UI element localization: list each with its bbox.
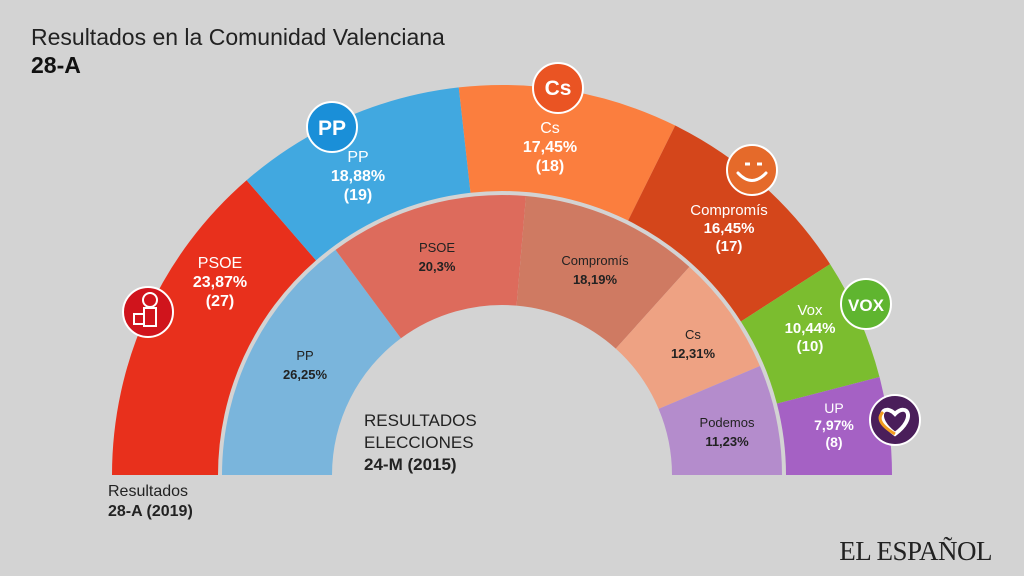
inner-percent-cs: 12,31% (671, 346, 716, 361)
inner-legend-line1: RESULTADOS (364, 411, 477, 430)
inner-label-pp: PP (296, 348, 313, 363)
outer-label-compromis: Compromís (690, 202, 768, 219)
chart-title: Resultados en la Comunidad Valenciana (31, 24, 445, 50)
outer-percent-compromis: 16,45% (704, 220, 755, 237)
inner-label-compromis: Compromís (561, 253, 629, 268)
inner-label-podemos: Podemos (700, 415, 755, 430)
outer-seats-up: (8) (825, 434, 842, 450)
outer-seats-cs: (18) (536, 158, 564, 175)
inner-percent-podemos: 11,23% (705, 434, 749, 449)
outer-segment-up (776, 377, 892, 475)
inner-label-psoe: PSOE (419, 240, 455, 255)
outer-label-psoe: PSOE (198, 255, 242, 272)
inner-percent-compromis: 18,19% (573, 272, 618, 287)
outer-percent-up: 7,97% (814, 417, 854, 433)
inner-label-cs: Cs (685, 327, 701, 342)
outer-percent-cs: 17,45% (523, 139, 577, 156)
outer-label-vox: Vox (797, 302, 823, 319)
psoe-logo-icon (122, 286, 174, 338)
inner-legend-line3: 24-M (2015) (364, 455, 457, 474)
up-logo-icon (869, 394, 921, 446)
inner-segment-podemos (658, 366, 782, 475)
outer-segment-compromis (628, 125, 831, 322)
outer-legend-line1: Resultados (108, 483, 189, 500)
outer-ring-legend: Resultados 28-A (2019) (108, 482, 193, 522)
inner-legend-line2: ELECCIONES (364, 433, 474, 452)
outer-seats-compromis: (17) (716, 238, 743, 255)
vox-logo-text: VOX (848, 296, 885, 315)
inner-segment-cs (615, 266, 760, 409)
outer-percent-psoe: 23,87% (193, 274, 247, 291)
outer-segment-psoe (112, 180, 317, 475)
cs-logo-text: Cs (545, 77, 572, 100)
outer-seats-pp: (19) (344, 187, 372, 204)
outer-segment-pp (246, 87, 471, 261)
pp-logo-icon: PP (306, 101, 358, 153)
inner-ring-legend: RESULTADOS ELECCIONES 24-M (2015) (364, 410, 477, 476)
cs-logo-icon: Cs (532, 62, 584, 114)
brand-logo: EL ESPAÑOL (839, 536, 992, 566)
compromis-logo-icon (726, 144, 778, 196)
outer-legend-line2: 28-A (2019) (108, 503, 193, 520)
chart-subtitle: 28-A (31, 52, 81, 78)
inner-segment-pp (222, 249, 401, 475)
outer-segment-cs (458, 84, 676, 221)
outer-percent-pp: 18,88% (331, 168, 385, 185)
outer-seats-vox: (10) (797, 338, 824, 355)
inner-percent-psoe: 20,3% (419, 259, 456, 274)
inner-segment-compromis (516, 196, 690, 349)
inner-segment-psoe (335, 194, 526, 339)
pp-logo-text: PP (318, 117, 346, 140)
outer-seats-psoe: (27) (206, 293, 234, 310)
inner-percent-pp: 26,25% (283, 367, 328, 382)
outer-label-cs: Cs (540, 120, 560, 137)
outer-label-pp: PP (347, 149, 368, 166)
outer-percent-vox: 10,44% (785, 320, 836, 337)
outer-label-up: UP (824, 400, 843, 416)
vox-logo-icon: VOX (840, 278, 892, 330)
